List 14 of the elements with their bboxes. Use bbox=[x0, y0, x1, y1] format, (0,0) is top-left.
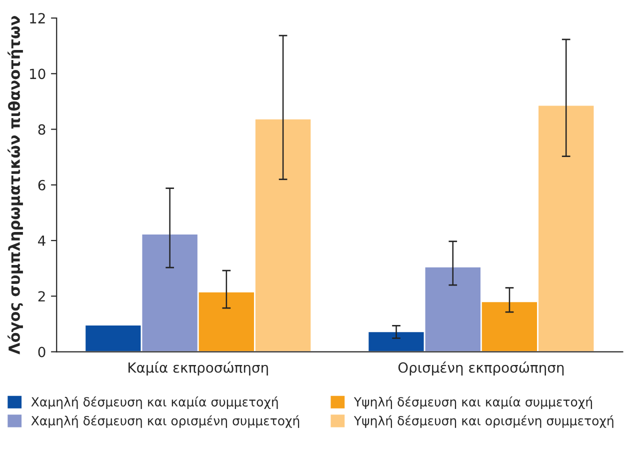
legend-label: Χαμηλή δέσμευση και καμία συμμετοχή bbox=[31, 396, 278, 410]
y-tick-label: 2 bbox=[38, 291, 45, 302]
legend-label: Χαμηλή δέσμευση και ορισμένη συμμετοχή bbox=[31, 415, 300, 428]
legend-label: Υψηλή δέσμευση και ορισμένη συμμετοχή bbox=[354, 415, 614, 428]
y-tick-label: 8 bbox=[38, 124, 46, 135]
y-tick-label: 12 bbox=[30, 13, 45, 24]
y-tick-label: 6 bbox=[38, 180, 46, 190]
y-tick-label: 4 bbox=[38, 236, 46, 246]
y-axis-title: Λόγος συμπληρωματικών πιθανοτήτων bbox=[8, 16, 23, 354]
x-tick-label: Ορισμένη εκπροσώπηση bbox=[398, 362, 564, 376]
x-tick-label: Καμία εκπροσώπηση bbox=[128, 362, 268, 376]
y-tick-label: 0 bbox=[38, 346, 46, 358]
y-tick-label: 10 bbox=[30, 68, 46, 80]
legend-label: Υψηλή δέσμευση και καμία συμμετοχή bbox=[354, 396, 592, 410]
